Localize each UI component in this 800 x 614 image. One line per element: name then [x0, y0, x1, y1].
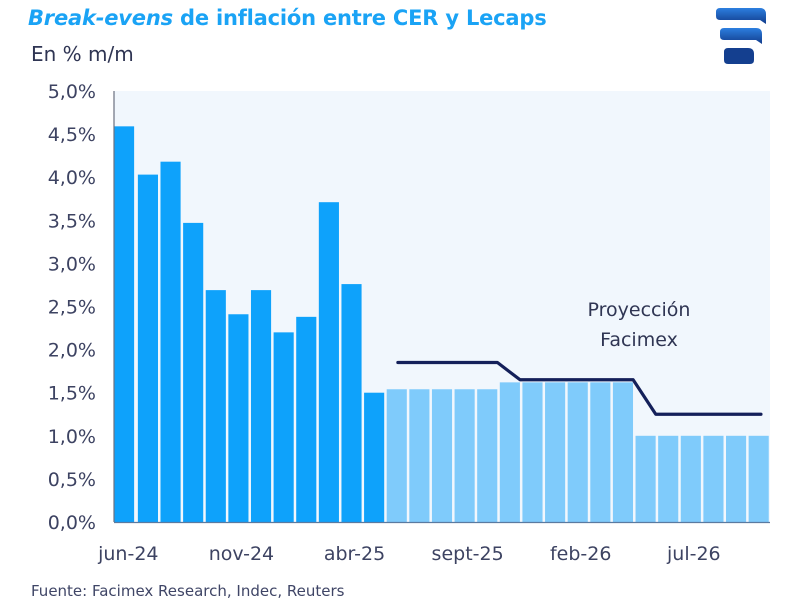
x-tick-label: sept-25: [432, 543, 504, 565]
observed-bar-nov-24: [228, 314, 249, 522]
chart-title-rest: de inflación entre CER y Lecaps: [172, 6, 547, 30]
bars-group: [114, 126, 769, 523]
chart-title-italic: Break-evens: [28, 6, 173, 30]
observed-bar-feb-25: [296, 316, 317, 522]
observed-bar-may-25: [364, 392, 385, 522]
observed-bar-ago-24: [160, 161, 181, 522]
y-tick-label: 3,5%: [48, 210, 96, 232]
y-tick-label: 3,0%: [48, 253, 96, 275]
projected-bar-jun-26: [658, 435, 679, 522]
source-note: Fuente: Facimex Research, Indec, Reuters: [31, 582, 345, 600]
annotation-line: Facimex: [600, 329, 678, 351]
y-tick-label: 4,5%: [48, 124, 96, 146]
projected-bar-dic-25: [522, 382, 543, 522]
annotation-line: Proyección: [588, 299, 691, 321]
projection-line: [396, 360, 763, 416]
observed-bar-jul-24: [137, 174, 158, 522]
projected-bar-jul-26: [680, 435, 701, 522]
projection-annotation: Proyección Facimex: [588, 299, 691, 351]
projected-bar-ago-25: [431, 389, 453, 522]
projected-bar-mar-26: [590, 382, 611, 522]
facimex-logo-icon: [716, 8, 766, 64]
x-tick-labels: jun-24 nov-24 abr-25 sept-25 feb-26 jul-26: [97, 543, 721, 565]
y-tick-label: 0,5%: [48, 469, 96, 491]
projected-bar-jul-25: [409, 389, 430, 522]
x-tick-label: nov-24: [209, 543, 274, 565]
y-tick-label: 0,0%: [48, 512, 96, 534]
observed-bar-oct-24: [205, 290, 226, 522]
chart-subtitle: En % m/m: [31, 42, 134, 66]
projected-bar-feb-26: [567, 382, 588, 522]
projected-bar-abr-26: [612, 382, 634, 522]
y-tick-label: 1,0%: [48, 426, 96, 448]
projected-bar-ago-26: [703, 435, 724, 522]
projected-bar-may-26: [635, 435, 656, 522]
projected-bar-jun-25: [386, 389, 407, 522]
projected-bar-ene-26: [545, 382, 566, 522]
y-tick-label: 2,5%: [48, 297, 96, 319]
y-tick-label: 5,0%: [48, 81, 96, 103]
x-tick-label: abr-25: [324, 543, 385, 565]
observed-bar-mar-25: [318, 202, 339, 522]
y-tick-label: 2,0%: [48, 340, 96, 362]
observed-bar-dic-24: [250, 290, 272, 522]
observed-bar-ene-25: [273, 332, 294, 522]
projected-bar-oct-26: [748, 435, 769, 522]
x-tick-label: feb-26: [550, 543, 611, 565]
chart-title: Break-evens de inflación entre CER y Lec…: [28, 6, 547, 30]
y-tick-label: 4,0%: [48, 167, 96, 189]
observed-bar-abr-25: [341, 284, 362, 522]
y-tick-labels: 0,0% 0,5% 1,0% 1,5% 2,0% 2,5% 3,0% 3,5% 4,0% 4,5%…: [48, 81, 96, 534]
projected-bar-sept-26: [726, 435, 747, 522]
projected-bar-nov-25: [499, 382, 520, 522]
x-tick-label: jul-26: [666, 543, 721, 565]
projected-bar-sept-25: [454, 389, 475, 522]
y-tick-label: 1,5%: [48, 383, 96, 405]
projection-line-group: [396, 360, 763, 416]
observed-bar-jun-24: [114, 126, 135, 522]
projected-bar-oct-25: [477, 389, 498, 522]
x-tick-label: jun-24: [97, 543, 158, 565]
observed-bar-sept-24: [183, 222, 204, 523]
